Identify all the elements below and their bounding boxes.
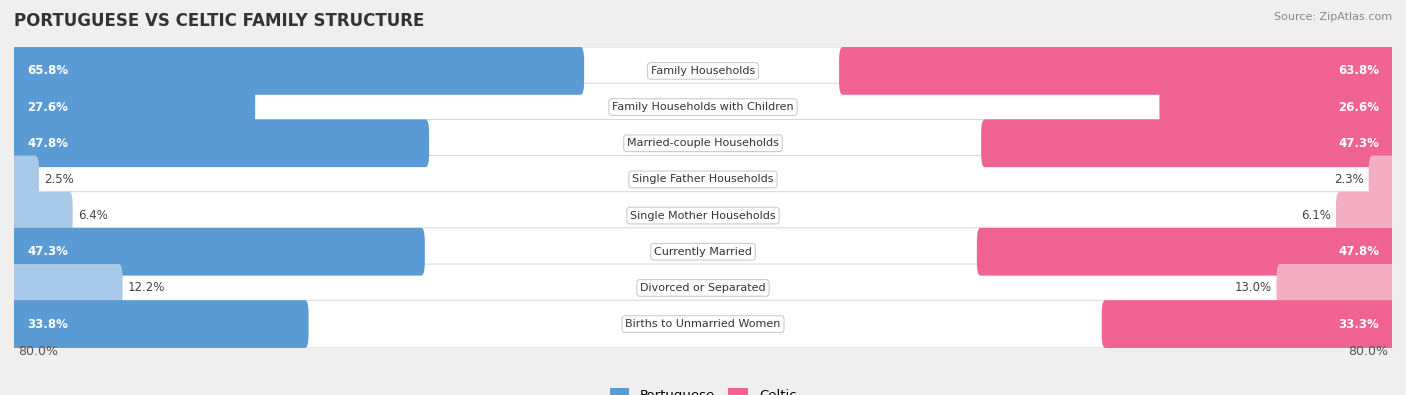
Text: 47.3%: 47.3% [1339,137,1379,150]
FancyBboxPatch shape [14,192,1392,239]
FancyBboxPatch shape [11,264,122,312]
FancyBboxPatch shape [14,228,1392,276]
Text: Births to Unmarried Women: Births to Unmarried Women [626,319,780,329]
FancyBboxPatch shape [11,192,73,239]
FancyBboxPatch shape [11,156,39,203]
Text: Source: ZipAtlas.com: Source: ZipAtlas.com [1274,12,1392,22]
Legend: Portuguese, Celtic: Portuguese, Celtic [605,383,801,395]
Text: Divorced or Separated: Divorced or Separated [640,283,766,293]
FancyBboxPatch shape [981,119,1395,167]
FancyBboxPatch shape [839,47,1395,95]
Text: Single Mother Households: Single Mother Households [630,211,776,220]
FancyBboxPatch shape [11,83,256,131]
Text: 2.3%: 2.3% [1334,173,1364,186]
Text: 80.0%: 80.0% [1347,345,1388,358]
Text: 47.8%: 47.8% [27,137,67,150]
Text: 47.3%: 47.3% [27,245,67,258]
FancyBboxPatch shape [14,83,1392,131]
Text: 33.3%: 33.3% [1339,318,1379,331]
Text: Family Households: Family Households [651,66,755,76]
Text: 33.8%: 33.8% [27,318,67,331]
Text: 63.8%: 63.8% [1339,64,1379,77]
Text: 6.1%: 6.1% [1301,209,1331,222]
Text: 47.8%: 47.8% [1339,245,1379,258]
Text: PORTUGUESE VS CELTIC FAMILY STRUCTURE: PORTUGUESE VS CELTIC FAMILY STRUCTURE [14,12,425,30]
Text: 6.4%: 6.4% [77,209,108,222]
FancyBboxPatch shape [1160,83,1395,131]
FancyBboxPatch shape [11,300,308,348]
FancyBboxPatch shape [1336,192,1395,239]
FancyBboxPatch shape [14,47,1392,95]
FancyBboxPatch shape [14,119,1392,167]
Text: 13.0%: 13.0% [1234,281,1271,294]
FancyBboxPatch shape [11,47,583,95]
FancyBboxPatch shape [11,228,425,276]
Text: Single Father Households: Single Father Households [633,175,773,184]
Text: 12.2%: 12.2% [128,281,165,294]
Text: Married-couple Households: Married-couple Households [627,138,779,148]
FancyBboxPatch shape [14,156,1392,203]
Text: 27.6%: 27.6% [27,101,67,114]
FancyBboxPatch shape [1368,156,1395,203]
FancyBboxPatch shape [977,228,1395,276]
Text: 2.5%: 2.5% [44,173,75,186]
Text: Family Households with Children: Family Households with Children [612,102,794,112]
FancyBboxPatch shape [1277,264,1395,312]
FancyBboxPatch shape [1102,300,1395,348]
Text: 80.0%: 80.0% [18,345,59,358]
Text: 65.8%: 65.8% [27,64,67,77]
FancyBboxPatch shape [11,119,429,167]
Text: Currently Married: Currently Married [654,247,752,257]
FancyBboxPatch shape [14,264,1392,312]
Text: 26.6%: 26.6% [1339,101,1379,114]
FancyBboxPatch shape [14,300,1392,348]
